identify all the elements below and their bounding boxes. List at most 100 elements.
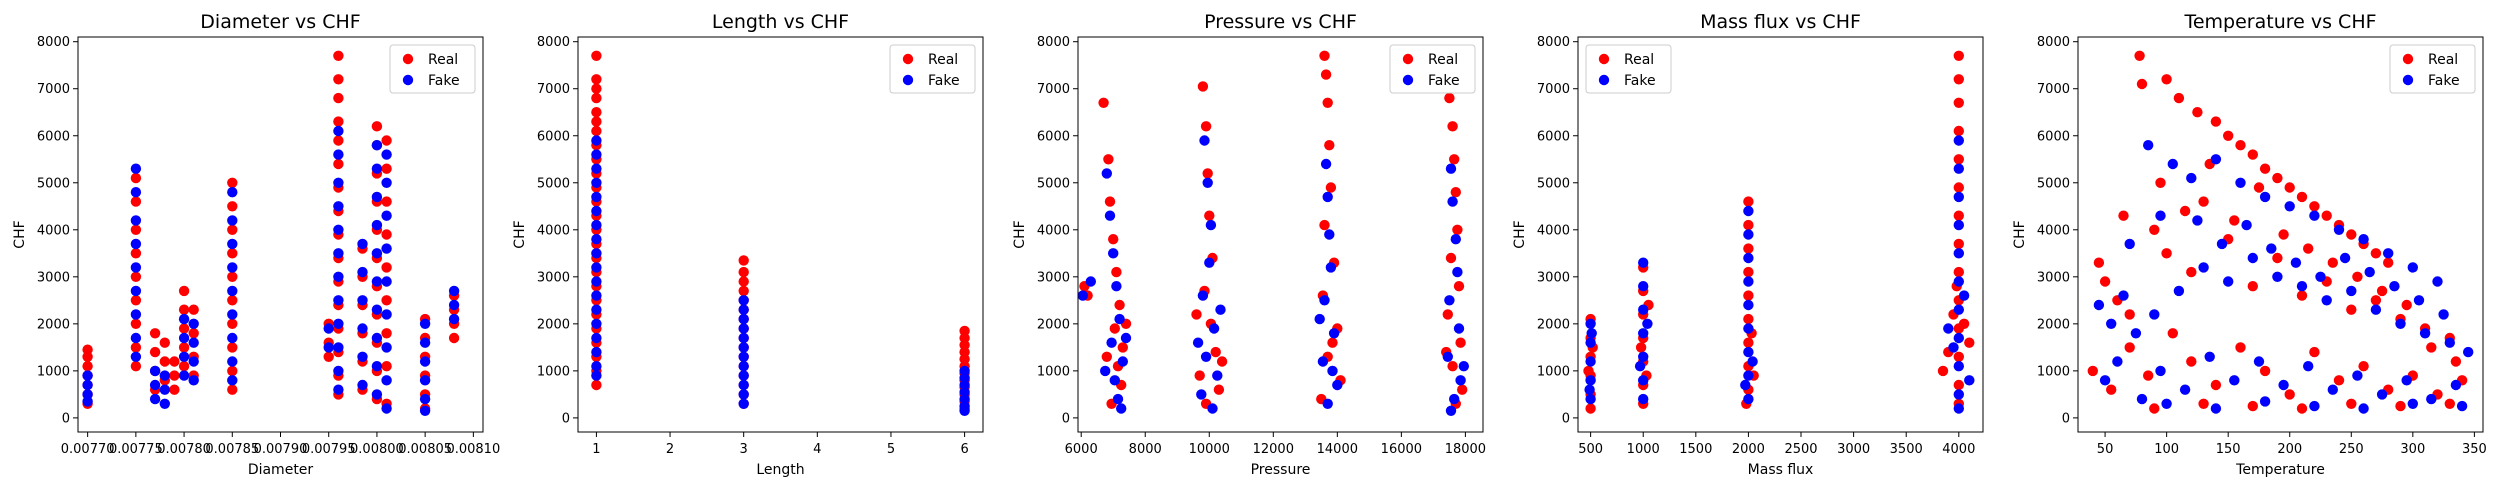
point-fake-48 (2155, 210, 2166, 221)
point-fake-26 (188, 375, 199, 386)
point-real-69 (2149, 403, 2160, 414)
point-fake-9 (591, 262, 602, 273)
y-tick-label: 7000 (1537, 82, 1570, 97)
subplot-2: 0 1000 2000 3000 4000 5000 6000 7000 8000 1 2 3 4 5 6 L… (512, 11, 984, 478)
x-axis-label: Mass flux (1748, 462, 1814, 478)
point-fake-27 (1953, 135, 1965, 146)
x-tick-label: 3000 (1837, 442, 1870, 457)
point-real-43 (1953, 351, 1965, 362)
point-fake-32 (227, 309, 238, 320)
point-fake-50 (2216, 238, 2228, 250)
y-tick-label: 3000 (37, 270, 70, 285)
point-fake-37 (1445, 163, 1457, 174)
point-fake-24 (188, 337, 199, 348)
point-real-36 (227, 201, 238, 212)
point-fake-3 (82, 396, 93, 407)
point-real-60 (2253, 182, 2265, 193)
point-fake-3 (2210, 154, 2222, 165)
point-fake-39 (333, 149, 344, 160)
point-real-46 (2259, 365, 2271, 377)
x-tick-label: 6000 (1065, 442, 1098, 457)
point-real-23 (169, 356, 180, 367)
point-real-44 (1953, 379, 1965, 391)
point-fake-18 (1197, 290, 1209, 301)
point-real-39 (227, 271, 238, 282)
point-real-50 (2358, 361, 2369, 372)
point-real-31 (2296, 290, 2308, 301)
point-fake-39 (1964, 375, 1975, 386)
point-real-32 (1953, 50, 1965, 61)
point-fake-12 (130, 351, 142, 362)
point-fake-35 (1953, 361, 1965, 372)
point-fake-35 (2179, 384, 2191, 395)
legend-marker-fake (1402, 74, 1414, 86)
point-fake-63 (2309, 400, 2320, 412)
y-tick-label: 2000 (537, 317, 570, 332)
point-fake-66 (381, 149, 392, 160)
x-tick-label: 0.00775 (109, 442, 163, 457)
point-fake-22 (178, 370, 190, 381)
point-fake-80 (419, 405, 431, 416)
point-real-14 (1101, 351, 1113, 362)
point-fake-33 (1332, 379, 1343, 391)
point-fake-23 (1207, 403, 1218, 414)
legend-label-fake: Fake (428, 73, 460, 89)
point-fake-38 (2253, 356, 2265, 367)
point-real-8 (130, 196, 142, 207)
point-fake-20 (178, 332, 190, 344)
point-real-13 (130, 318, 142, 329)
point-real-1 (82, 351, 93, 362)
point-fake-36 (1953, 389, 1965, 400)
point-fake-52 (357, 295, 368, 306)
y-tick-label: 4000 (2037, 223, 2070, 238)
point-real-40 (1327, 337, 1338, 348)
point-fake-20 (1743, 299, 1754, 311)
x-tick-label: 16000 (1381, 442, 1422, 457)
y-tick-label: 8000 (1037, 35, 1070, 50)
legend-label-fake: Fake (1428, 73, 1460, 89)
points-group (82, 50, 460, 416)
point-real-10 (2272, 172, 2283, 184)
point-real-21 (1743, 266, 1754, 278)
point-fake-2 (1101, 168, 1113, 179)
point-fake-27 (738, 379, 749, 391)
point-real-53 (333, 158, 344, 170)
point-real-81 (381, 135, 392, 146)
y-tick-label: 3000 (537, 270, 570, 285)
point-fake-41 (1444, 295, 1455, 306)
point-fake-65 (2407, 398, 2418, 409)
point-fake-29 (227, 238, 238, 250)
x-tick-label: 12000 (1253, 442, 1294, 457)
chart-title: Temperature vs CHF (2183, 11, 2376, 33)
point-real-31 (1324, 140, 1335, 151)
point-fake-72 (381, 342, 392, 353)
point-fake-33 (2136, 393, 2148, 405)
point-fake-1 (591, 149, 602, 160)
x-tick-label: 18000 (1445, 442, 1486, 457)
point-fake-37 (323, 342, 334, 353)
legend-label-fake: Fake (2428, 73, 2460, 89)
point-real-21 (159, 356, 170, 367)
point-real-34 (2370, 295, 2382, 306)
point-real-39 (1953, 238, 1965, 250)
point-fake-12 (591, 304, 602, 315)
point-fake-58 (2413, 295, 2425, 306)
point-fake-17 (1743, 229, 1754, 240)
point-real-84 (381, 229, 392, 240)
point-fake-19 (738, 304, 749, 315)
point-fake-41 (1953, 403, 1965, 414)
point-real-38 (1953, 210, 1965, 221)
point-fake-82 (448, 299, 460, 311)
point-real-22 (1210, 346, 1221, 358)
point-fake-1 (1585, 337, 1596, 348)
point-real-52 (333, 135, 344, 146)
point-fake-79 (419, 393, 431, 405)
x-tick-label: 0.00790 (254, 442, 308, 457)
point-real-48 (333, 50, 344, 61)
point-real-7 (2235, 140, 2246, 151)
point-fake-4 (1108, 248, 1119, 259)
y-tick-label: 0 (1062, 411, 1070, 426)
point-fake-39 (2278, 379, 2289, 391)
point-real-19 (2383, 257, 2394, 268)
point-fake-34 (1953, 332, 1965, 344)
